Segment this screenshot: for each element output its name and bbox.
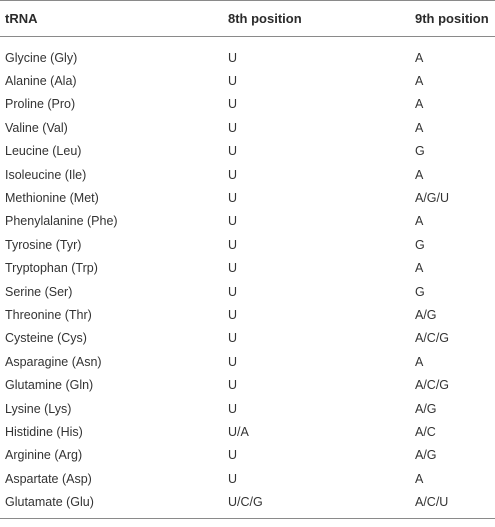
cell-8th-position: U: [228, 401, 238, 416]
cell-trna: Serine (Ser): [5, 284, 73, 299]
cell-8th-position: U: [228, 237, 238, 252]
cell-trna: Asparagine (Asn): [5, 354, 102, 369]
cell-8th-position: U: [228, 214, 238, 229]
table-row: Tryptophan (Trp) U A: [0, 257, 495, 280]
table-row: Asparagine (Asn) U A: [0, 350, 495, 373]
cell-trna: Proline (Pro): [5, 97, 76, 112]
cell-trna: Isoleucine (Ile): [5, 167, 87, 182]
cell-9th-position: A: [415, 74, 424, 89]
table-row: Alanine (Ala) U A: [0, 69, 495, 92]
cell-9th-position: A: [415, 50, 424, 65]
table-row: Glycine (Gly) U A: [0, 37, 495, 70]
cell-trna: Methionine (Met): [5, 191, 99, 206]
table-row: Glutamine (Gln) U A/C/G: [0, 373, 495, 396]
cell-8th-position: U: [228, 144, 238, 159]
cell-9th-position: G: [415, 284, 425, 299]
cell-9th-position: A/G: [415, 448, 437, 463]
table-row: Valine (Val) U A: [0, 116, 495, 139]
header-9th-position: 9th position: [415, 0, 495, 37]
cell-8th-position: U: [228, 191, 238, 206]
cell-trna: Valine (Val): [5, 120, 68, 135]
table-row: Glutamate (Glu) U/C/G A/C/U: [0, 490, 495, 519]
cell-9th-position: A/C/U: [415, 490, 495, 519]
cell-9th-position: A/C/G: [415, 331, 450, 346]
cell-trna: Arginine (Arg): [5, 448, 83, 463]
cell-8th-position: U: [228, 167, 238, 182]
cell-trna: Phenylalanine (Phe): [5, 214, 118, 229]
cell-9th-position: A: [415, 97, 424, 112]
header-trna: tRNA: [0, 0, 227, 37]
cell-8th-position: U: [228, 284, 238, 299]
table-row: Serine (Ser) U G: [0, 280, 495, 303]
cell-trna: Tyrosine (Tyr): [5, 237, 82, 252]
cell-trna: Glutamate (Glu): [0, 490, 227, 519]
table-row: Phenylalanine (Phe) U A: [0, 210, 495, 233]
cell-8th-position: U: [228, 354, 238, 369]
table-row: Histidine (His) U/A A/C: [0, 420, 495, 443]
table-row: Threonine (Thr) U A/G: [0, 303, 495, 326]
cell-9th-position: A: [415, 261, 424, 276]
table-row: Tyrosine (Tyr) U G: [0, 233, 495, 256]
cell-trna: Lysine (Lys): [5, 401, 72, 416]
table-row: Lysine (Lys) U A/G: [0, 397, 495, 420]
cell-trna: Aspartate (Asp): [5, 471, 92, 486]
cell-trna: Threonine (Thr): [5, 307, 92, 322]
cell-9th-position: A/G/U: [415, 191, 450, 206]
cell-8th-position: U: [228, 97, 238, 112]
cell-trna: Alanine (Ala): [5, 74, 77, 89]
cell-9th-position: A: [415, 471, 424, 486]
cell-8th-position: U: [228, 378, 238, 393]
table-row: Leucine (Leu) U G: [0, 140, 495, 163]
cell-8th-position: U: [228, 261, 238, 276]
header-8th-position: 8th position: [227, 0, 415, 37]
cell-9th-position: G: [415, 144, 425, 159]
cell-8th-position: U/A: [228, 424, 249, 439]
table-row: Aspartate (Asp) U A: [0, 467, 495, 490]
cell-8th-position: U: [228, 471, 238, 486]
cell-8th-position: U: [228, 307, 238, 322]
table-row: Cysteine (Cys) U A/C/G: [0, 327, 495, 350]
cell-trna: Glutamine (Gln): [5, 378, 94, 393]
cell-9th-position: A: [415, 167, 424, 182]
cell-8th-position: U/C/G: [227, 490, 415, 519]
cell-8th-position: U: [228, 50, 238, 65]
cell-9th-position: A: [415, 214, 424, 229]
cell-8th-position: U: [228, 448, 238, 463]
cell-9th-position: A: [415, 354, 424, 369]
cell-trna: Histidine (His): [5, 424, 83, 439]
table-row: Arginine (Arg) U A/G: [0, 444, 495, 467]
cell-trna: Leucine (Leu): [5, 144, 82, 159]
cell-trna: Cysteine (Cys): [5, 331, 87, 346]
cell-9th-position: A/C: [415, 424, 436, 439]
cell-8th-position: U: [228, 331, 238, 346]
cell-trna: Tryptophan (Trp): [5, 261, 98, 276]
cell-9th-position: A/C/G: [415, 378, 450, 393]
cell-9th-position: A: [415, 120, 424, 135]
table-header-row: tRNA 8th position 9th position: [0, 0, 495, 37]
cell-9th-position: A/G: [415, 307, 437, 322]
cell-9th-position: G: [415, 237, 425, 252]
table-row: Isoleucine (Ile) U A: [0, 163, 495, 186]
cell-8th-position: U: [228, 120, 238, 135]
cell-8th-position: U: [228, 74, 238, 89]
cell-9th-position: A/G: [415, 401, 437, 416]
cell-trna: Glycine (Gly): [5, 50, 78, 65]
table-row: Proline (Pro) U A: [0, 93, 495, 116]
table-body: Glycine (Gly) U A Alanine (Ala) U A Proline (P…: [0, 37, 495, 519]
table-row: Methionine (Met) U A/G/U: [0, 186, 495, 209]
